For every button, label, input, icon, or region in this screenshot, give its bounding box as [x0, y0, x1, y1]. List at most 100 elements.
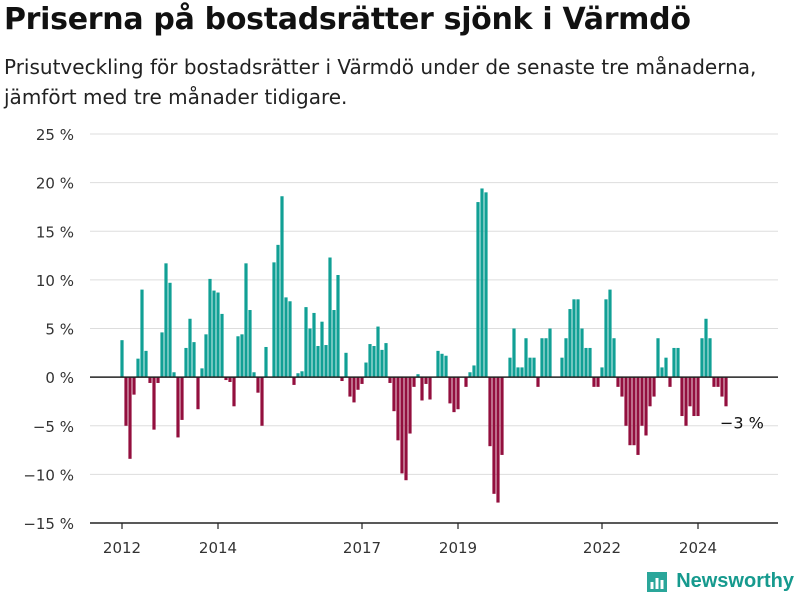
- bar: [180, 377, 184, 420]
- bar: [176, 377, 180, 438]
- bar: [236, 336, 240, 378]
- bar: [196, 377, 200, 410]
- bar: [652, 377, 656, 397]
- bar: [624, 377, 628, 426]
- bar: [312, 312, 316, 378]
- bar: [648, 377, 652, 407]
- bar: [456, 377, 460, 410]
- bar: [436, 350, 440, 378]
- bar: [724, 377, 728, 407]
- bar: [404, 377, 408, 481]
- bar: [472, 365, 476, 378]
- bar: [576, 299, 580, 378]
- x-tick-label: 2012: [103, 539, 141, 557]
- brand-name: Newsworthy: [676, 569, 794, 592]
- bar: [508, 357, 512, 378]
- bar: [308, 328, 312, 378]
- bar: [256, 377, 260, 393]
- bar: [664, 357, 668, 378]
- bar: [228, 377, 232, 382]
- bar: [292, 377, 296, 385]
- bar: [372, 346, 376, 378]
- bar: [596, 377, 600, 387]
- bar: [284, 297, 288, 378]
- bar: [644, 377, 648, 436]
- bar: [424, 377, 428, 384]
- bar: [356, 377, 360, 390]
- bar: [380, 349, 384, 378]
- bar: [240, 334, 244, 378]
- bar: [172, 372, 176, 378]
- latest-value-label: −3 %: [720, 414, 764, 433]
- bar: [716, 377, 720, 387]
- bar: [480, 188, 484, 378]
- bar: [544, 338, 548, 378]
- y-tick-label: 0 %: [45, 369, 74, 387]
- bar: [500, 377, 504, 455]
- y-tick-label: −15 %: [23, 515, 74, 533]
- bar: [360, 377, 364, 384]
- bar: [420, 377, 424, 401]
- bar: [220, 313, 224, 378]
- bar: [340, 377, 344, 382]
- bar: [320, 321, 324, 378]
- bar: [560, 357, 564, 378]
- bar: [276, 244, 280, 378]
- bar: [592, 377, 596, 387]
- bar: [512, 328, 516, 378]
- bar: [260, 377, 264, 426]
- bar: [252, 372, 256, 378]
- bar: [388, 377, 392, 383]
- bar: [192, 342, 196, 378]
- x-tick-label: 2022: [583, 539, 621, 557]
- bar: [336, 275, 340, 378]
- bar: [636, 377, 640, 455]
- bar: [492, 377, 496, 494]
- bar: [660, 367, 664, 378]
- bars: [120, 188, 728, 503]
- y-tick-label: 5 %: [45, 321, 74, 339]
- y-tick-label: 25 %: [36, 126, 74, 144]
- bar: [128, 377, 132, 459]
- bar: [568, 309, 572, 378]
- bar: [208, 278, 212, 378]
- bar: [468, 372, 472, 378]
- bar: [408, 377, 412, 434]
- y-tick-label: 10 %: [36, 272, 74, 290]
- bar: [668, 377, 672, 387]
- bar: [564, 338, 568, 378]
- bar: [224, 377, 228, 381]
- bar: [168, 282, 172, 378]
- bar: [304, 307, 308, 378]
- bar: [612, 338, 616, 378]
- bar: [608, 289, 612, 378]
- bar: [348, 377, 352, 397]
- bar: [416, 374, 420, 378]
- bar: [248, 310, 252, 378]
- bar: [392, 377, 396, 412]
- bar: [628, 377, 632, 446]
- bar: [156, 377, 160, 383]
- bar: [152, 377, 156, 430]
- bar: [620, 377, 624, 397]
- y-tick-label: −10 %: [23, 466, 74, 484]
- bar: [464, 377, 468, 387]
- bar: [136, 358, 140, 378]
- x-tick-label: 2024: [679, 539, 717, 557]
- x-tick-label: 2019: [439, 539, 477, 557]
- bar: [188, 318, 192, 378]
- bar: [704, 318, 708, 378]
- bar: [280, 196, 284, 378]
- bar: [120, 340, 124, 378]
- bar: [588, 347, 592, 378]
- bar: [332, 310, 336, 378]
- bar: [540, 338, 544, 378]
- bar: [696, 377, 700, 417]
- bar: [184, 347, 188, 378]
- bar: [616, 377, 620, 387]
- bar: [688, 377, 692, 407]
- bar: [520, 367, 524, 378]
- bar: [352, 377, 356, 403]
- bar: [212, 290, 216, 378]
